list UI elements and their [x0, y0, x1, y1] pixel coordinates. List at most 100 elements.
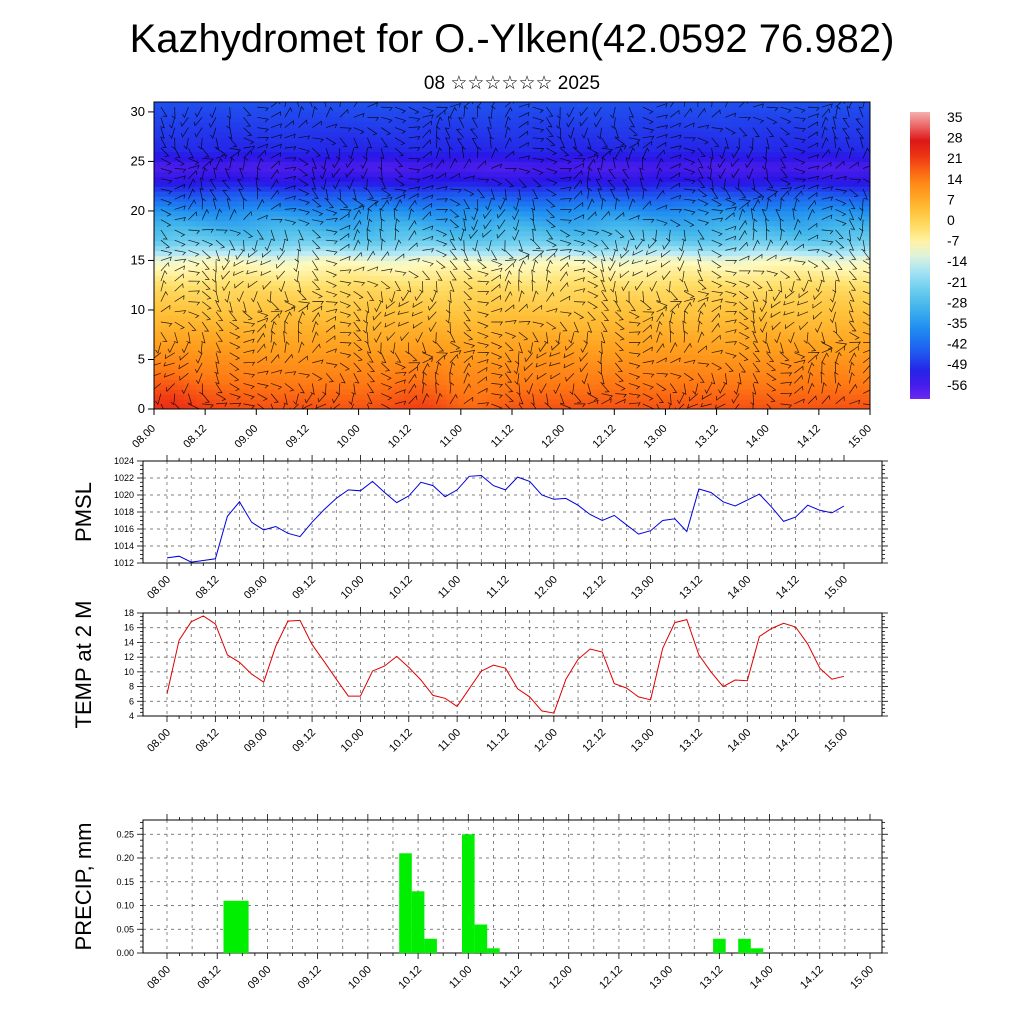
heatmap-cell	[398, 146, 406, 153]
heatmap-cell	[470, 156, 477, 163]
heatmap-cell	[231, 220, 239, 227]
heatmap-cell	[177, 305, 185, 311]
heatmap-cell	[374, 196, 382, 202]
heatmap-cell	[595, 156, 603, 163]
heatmap-cell	[303, 379, 310, 385]
heatmap-cell	[500, 309, 507, 316]
heatmap-cell	[327, 359, 334, 366]
heatmap-cell	[458, 404, 465, 409]
heatmap-cell	[434, 265, 441, 271]
heatmap-cell	[410, 364, 418, 370]
heatmap-cell	[577, 215, 585, 222]
heatmap-cell	[416, 121, 424, 128]
heatmap-cell	[452, 146, 459, 153]
heatmap-cell	[368, 389, 376, 395]
heatmap-cell	[547, 300, 555, 306]
heatmap-cell	[303, 235, 310, 242]
heatmap-cell	[338, 334, 346, 341]
heatmap-cell	[553, 166, 561, 172]
heatmap-cell	[321, 349, 328, 356]
heatmap-cell	[446, 201, 453, 207]
heatmap-cell	[410, 275, 418, 281]
heatmap-cell	[309, 314, 316, 321]
heatmap-cell	[321, 151, 328, 158]
heatmap-cell	[565, 280, 573, 286]
heatmap-cell	[309, 399, 316, 405]
heatmap-cell	[154, 126, 161, 133]
heatmap-cell	[177, 141, 185, 148]
heatmap-cell	[506, 171, 513, 177]
heatmap-cell	[631, 364, 638, 370]
heatmap-cell	[231, 305, 239, 311]
heatmap-cell	[458, 314, 465, 321]
heatmap-cell	[434, 369, 441, 375]
heatmap-cell	[541, 384, 549, 390]
heatmap-cell	[177, 156, 185, 163]
heatmap-cell	[595, 205, 603, 212]
heatmap-cell	[440, 250, 447, 257]
heatmap-cell	[321, 324, 328, 331]
heatmap-cell	[535, 255, 543, 262]
heatmap-cell	[553, 344, 561, 351]
heatmap-cell	[183, 290, 191, 296]
heatmap-cell	[195, 126, 203, 133]
heatmap-cell	[488, 369, 495, 375]
heatmap-cell	[177, 389, 185, 395]
heatmap-cell	[165, 151, 173, 158]
heatmap-cell	[201, 181, 209, 187]
heatmap-cell	[386, 309, 394, 316]
heatmap-cell	[165, 270, 173, 276]
heatmap-cell	[595, 334, 603, 341]
heatmap-cell	[285, 151, 292, 158]
heatmap-cell	[517, 309, 525, 316]
heatmap-cell	[255, 270, 262, 276]
heatmap-cell	[165, 215, 173, 222]
heatmap-cell	[446, 116, 453, 123]
heatmap-cell	[494, 230, 501, 237]
heatmap-cell	[583, 404, 591, 409]
heatmap-cell	[428, 116, 436, 123]
heatmap-cell	[547, 344, 555, 351]
heatmap-cell	[285, 196, 292, 202]
heatmap-cell	[619, 354, 626, 361]
heatmap-cell	[273, 374, 280, 380]
heatmap-cell	[595, 116, 603, 123]
heatmap-cell	[482, 136, 489, 143]
heatmap-cell	[434, 280, 441, 286]
heatmap-cell	[488, 220, 495, 227]
heatmap-cell	[541, 270, 549, 276]
heatmap-cell	[154, 106, 161, 113]
heatmap-cell	[452, 295, 459, 301]
heatmap-cell	[482, 329, 489, 336]
heatmap-cell	[464, 166, 471, 172]
heatmap-cell	[291, 161, 298, 167]
heatmap-cell	[613, 106, 620, 113]
heatmap-cell	[237, 131, 245, 138]
heatmap-cell	[565, 285, 573, 291]
heatmap-cell	[225, 379, 233, 385]
heatmap-cell	[297, 265, 304, 271]
heatmap-cell	[285, 240, 292, 247]
heatmap-cell	[517, 196, 525, 202]
heatmap-cell	[434, 344, 441, 351]
heatmap-cell	[243, 364, 251, 370]
heatmap-cell	[154, 171, 161, 177]
heatmap-cell	[243, 290, 251, 296]
heatmap-cell	[291, 102, 298, 108]
heatmap-cell	[231, 399, 239, 405]
heatmap-cell	[219, 141, 227, 148]
heatmap-cell	[225, 186, 233, 192]
heatmap-cell	[154, 394, 161, 400]
heatmap-cell	[571, 369, 579, 375]
heatmap-cell	[440, 344, 447, 351]
heatmap-cell	[607, 102, 615, 108]
heatmap-cell	[297, 329, 304, 336]
heatmap-cell	[595, 260, 603, 266]
heatmap-cell	[613, 369, 620, 375]
heatmap-cell	[285, 359, 292, 366]
heatmap-cell	[207, 314, 215, 321]
heatmap-cell	[338, 344, 346, 351]
heatmap-cell	[154, 191, 161, 197]
heatmap-cell	[154, 102, 161, 108]
heatmap-cell	[267, 255, 274, 262]
